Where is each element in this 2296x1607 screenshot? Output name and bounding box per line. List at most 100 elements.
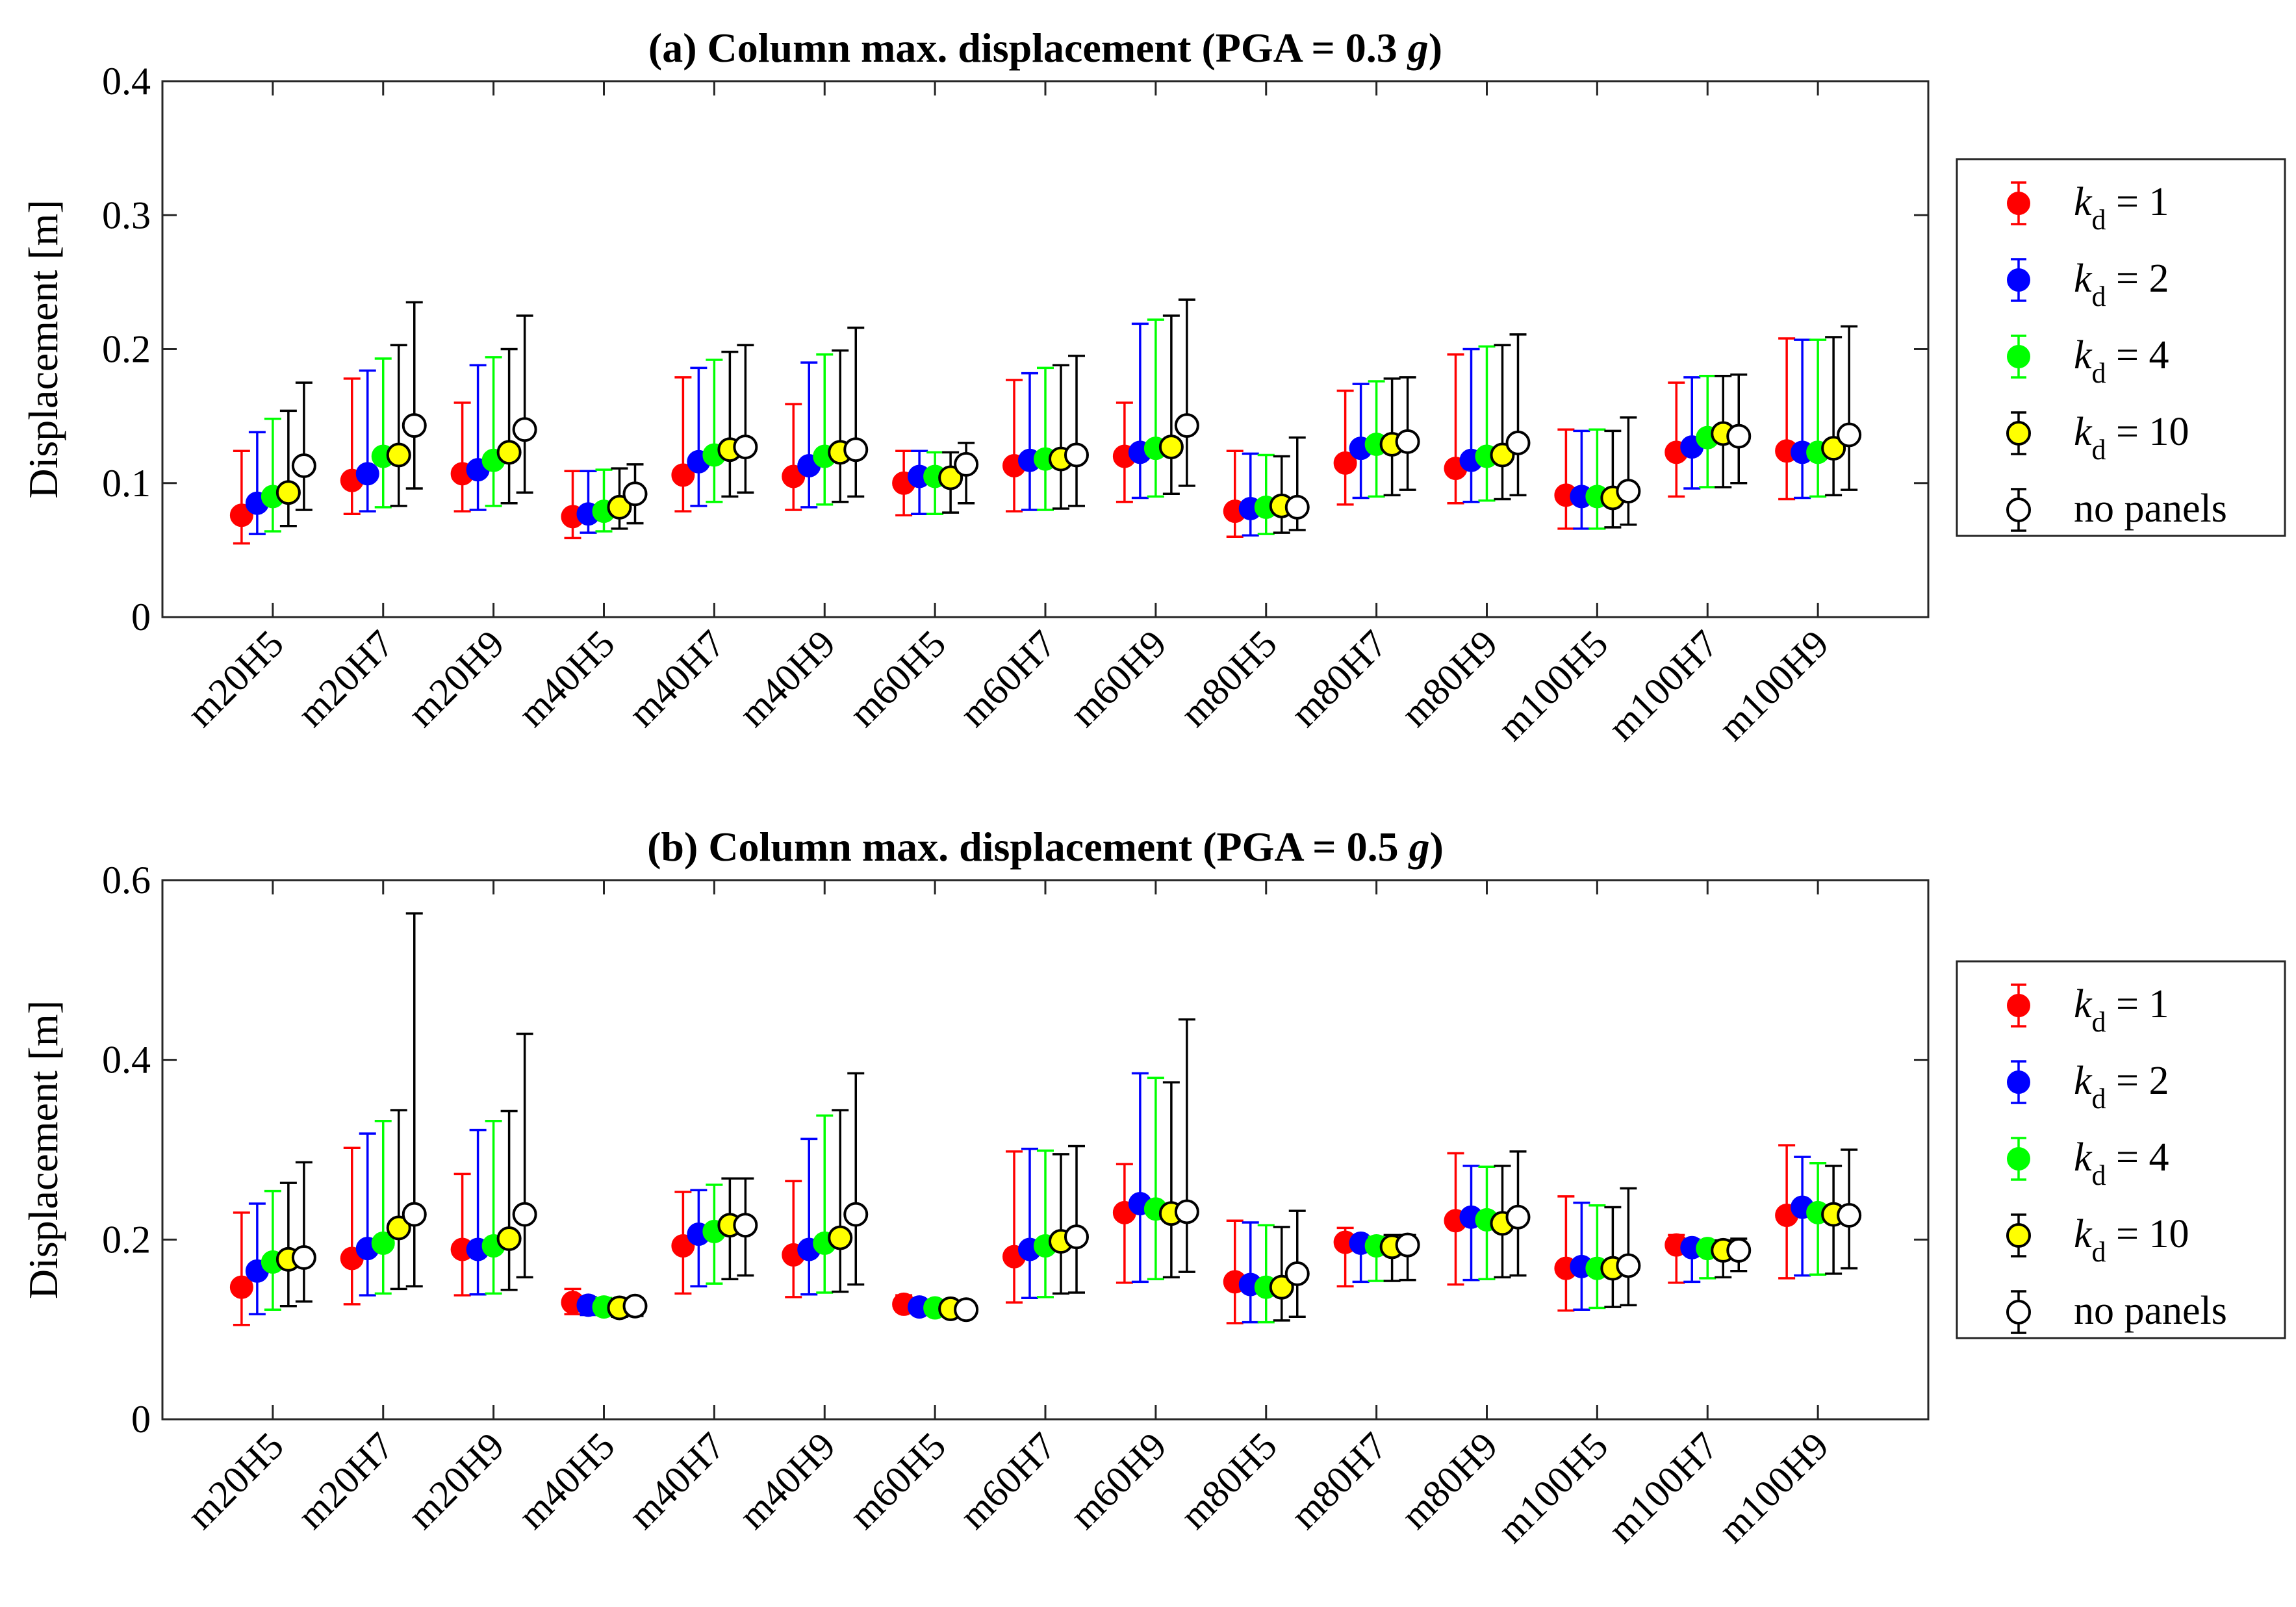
x-tick-label: m60H9 — [1062, 622, 1175, 735]
x-tick-label: m80H7 — [1282, 1424, 1396, 1537]
legend-rest: no panels — [2074, 487, 2227, 531]
x-tick-label: m100H9 — [1710, 622, 1837, 749]
data-point — [275, 480, 301, 505]
x-tick-label: m20H9 — [400, 1424, 513, 1537]
x-tick-label: m40H7 — [620, 622, 733, 735]
x-tick-label: m40H5 — [510, 1424, 623, 1537]
legend-marker — [2006, 1300, 2031, 1324]
data-point — [1616, 479, 1641, 504]
legend-label: kd = 10 — [2074, 1212, 2189, 1268]
data-point — [1064, 442, 1089, 468]
chart-title-g: g — [1407, 25, 1429, 71]
y-tick-label: 0 — [131, 596, 151, 639]
legend-rest: = 2 — [2106, 1059, 2169, 1103]
data-point — [607, 494, 632, 520]
legend-sub: d — [2092, 1083, 2106, 1115]
legend-label: kd = 1 — [2074, 180, 2169, 236]
chart-title: (b) Column max. displacement (PGA = 0.5 … — [647, 824, 1444, 870]
x-tick-label: m80H5 — [1172, 622, 1285, 735]
data-point — [1269, 1274, 1294, 1300]
series-3 — [275, 1081, 1846, 1322]
legend-rest: no panels — [2074, 1289, 2227, 1333]
data-point — [386, 1215, 411, 1241]
data-point — [1284, 494, 1310, 520]
legend-sub: d — [2092, 357, 2106, 389]
legend-rest: = 2 — [2106, 257, 2169, 301]
legend-label: kd = 10 — [2074, 410, 2189, 466]
data-point — [291, 453, 316, 478]
x-tick-label: m60H7 — [951, 1424, 1064, 1537]
data-point — [622, 481, 648, 507]
legend-sub: d — [2092, 281, 2106, 312]
data-point — [1505, 1204, 1531, 1230]
x-tick-label: m60H9 — [1062, 1424, 1175, 1537]
x-tick-label: m100H5 — [1489, 1424, 1616, 1551]
legend-rest: = 1 — [2106, 982, 2169, 1026]
data-point — [1174, 413, 1199, 438]
x-tick-label: m40H9 — [730, 622, 843, 735]
data-point — [1284, 1261, 1310, 1286]
legend-label: no panels — [2074, 1289, 2227, 1333]
x-tick-label: m80H5 — [1172, 1424, 1285, 1537]
x-tick-label: m20H9 — [400, 622, 513, 735]
plot-area — [161, 80, 1930, 618]
legend-marker — [2007, 994, 2030, 1017]
data-point — [1821, 436, 1846, 461]
data-point — [229, 503, 253, 527]
y-axis-label: Displacement [m] — [20, 199, 66, 498]
data-point — [733, 435, 758, 460]
legend-marker — [2006, 421, 2031, 446]
chart-panel-b: (b) Column max. displacement (PGA = 0.5 … — [20, 824, 2286, 1551]
y-tick-label: 0.2 — [102, 328, 151, 371]
legend-marker — [2006, 498, 2031, 522]
data-point — [828, 1225, 853, 1250]
data-point — [512, 1202, 537, 1227]
data-point — [496, 440, 522, 465]
x-tick-label: m60H5 — [841, 622, 954, 735]
chart-title-g: g — [1408, 824, 1430, 870]
data-point — [355, 462, 379, 486]
y-tick-label: 0.4 — [102, 1039, 151, 1082]
data-point — [1395, 429, 1420, 454]
legend-marker — [2007, 268, 2030, 292]
y-axis-label: Displacement [m] — [20, 1000, 66, 1299]
legend-label: no panels — [2074, 487, 2227, 531]
chart-title: (a) Column max. displacement (PGA = 0.3 … — [648, 25, 1442, 71]
data-point — [938, 465, 963, 490]
x-tick-label: m100H5 — [1489, 622, 1616, 749]
y-tick-label: 0.4 — [102, 60, 151, 103]
data-point — [843, 1202, 869, 1227]
x-tick-label: m80H9 — [1393, 622, 1506, 735]
data-point — [496, 1226, 522, 1251]
legend-sub: d — [2092, 1236, 2106, 1268]
data-point — [1837, 1202, 1862, 1228]
legend-sub: d — [2092, 204, 2106, 236]
data-point — [291, 1245, 316, 1270]
data-point — [1616, 1253, 1641, 1278]
data-point — [1505, 430, 1531, 455]
legend-label: kd = 1 — [2074, 982, 2169, 1038]
data-point — [671, 463, 695, 487]
x-tick-label: m40H5 — [510, 622, 623, 735]
data-point — [371, 1231, 395, 1255]
x-tick-label: m60H7 — [951, 622, 1064, 735]
x-tick-label: m60H5 — [841, 1424, 954, 1537]
chart-title-end: ) — [1429, 25, 1442, 71]
legend-label: kd = 4 — [2074, 1135, 2169, 1191]
data-point — [402, 413, 427, 438]
data-point — [229, 1275, 253, 1299]
legend-k: k — [2074, 257, 2093, 301]
legend-rest: = 1 — [2106, 180, 2169, 224]
legend-rest: = 10 — [2106, 1212, 2189, 1256]
legend-k: k — [2074, 1212, 2093, 1256]
legend-label: kd = 2 — [2074, 1059, 2169, 1115]
y-tick-label: 0 — [131, 1398, 151, 1441]
legend-rest: = 4 — [2106, 333, 2169, 377]
legend-k: k — [2074, 180, 2093, 224]
chart-panel-a: (a) Column max. displacement (PGA = 0.3 … — [20, 25, 2286, 749]
legend-marker — [2007, 1070, 2030, 1094]
data-point — [954, 1297, 979, 1322]
x-tick-label: m100H9 — [1710, 1424, 1837, 1551]
